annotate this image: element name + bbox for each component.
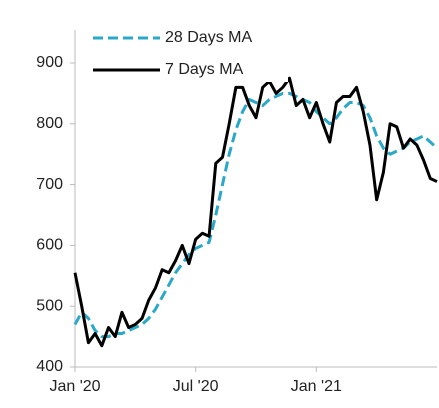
- legend-label: 28 Days MA: [165, 29, 252, 46]
- legend-label: 7 Days MA: [165, 61, 244, 78]
- y-tick-label: 800: [36, 115, 63, 132]
- y-tick-label: 600: [36, 237, 63, 254]
- y-tick-label: 400: [36, 358, 63, 375]
- y-tick-label: 700: [36, 176, 63, 193]
- x-tick-label: Jan '20: [49, 378, 100, 395]
- y-tick-label: 500: [36, 297, 63, 314]
- y-tick-label: 900: [36, 54, 63, 71]
- legend-bg: [88, 26, 288, 50]
- x-tick-label: Jan '21: [291, 378, 342, 395]
- series-line: [73, 76, 438, 348]
- series-line: [73, 91, 439, 339]
- x-tick-label: Jul '20: [173, 378, 219, 395]
